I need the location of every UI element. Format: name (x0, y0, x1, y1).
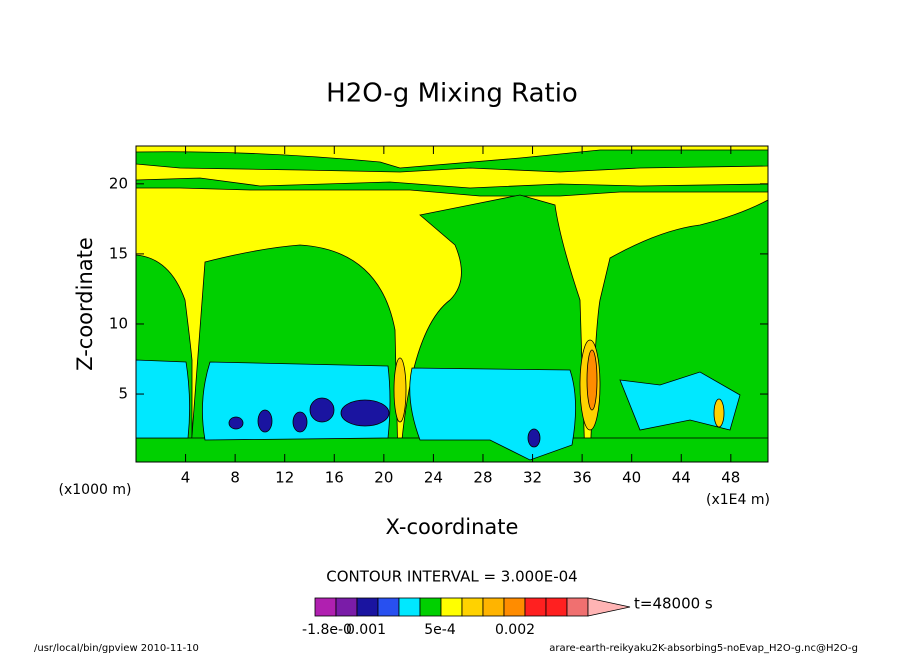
colorbar-swatch (419, 597, 442, 617)
colorbar-swatch (377, 597, 400, 617)
x-tick-label: 44 (672, 469, 691, 487)
x-tick-label: 4 (181, 469, 191, 487)
x-tick-label: 20 (374, 469, 393, 487)
x-unit-right: (x1E4 m) (706, 492, 770, 508)
colorbar-swatch (503, 597, 526, 617)
time-label: t=48000 s (634, 595, 713, 613)
x-tick-label: 32 (523, 469, 542, 487)
colorbar-label: 5e-4 (424, 622, 456, 638)
y-tick-label: 15 (109, 244, 128, 262)
colorbar-swatch (356, 597, 379, 617)
footer-left: /usr/local/bin/gpview 2010-11-10 (34, 643, 199, 654)
colorbar-swatch (440, 597, 463, 617)
colorbar-swatch (524, 597, 547, 617)
colorbar-swatch (566, 597, 589, 617)
chart-title: H2O-g Mixing Ratio (326, 79, 578, 109)
y-tick-label: 5 (118, 385, 128, 403)
colorbar-label: -1.8e-0 (302, 622, 352, 638)
x-tick-label: 40 (622, 469, 641, 487)
colorbar-swatch (314, 597, 337, 617)
x-tick-label: 8 (230, 469, 240, 487)
x-tick-label: 24 (424, 469, 443, 487)
x-tick-label: 48 (721, 469, 740, 487)
y-tick-label: 20 (109, 174, 128, 192)
contour-interval: CONTOUR INTERVAL = 3.000E-04 (326, 568, 577, 586)
colorbar-swatch (482, 597, 505, 617)
colorbar-label: 0.002 (495, 622, 535, 638)
x-axis-label: X-coordinate (386, 515, 519, 539)
x-tick-label: 28 (473, 469, 492, 487)
colorbar-label: 0.001 (346, 622, 386, 638)
y-axis-label: Z-coordinate (73, 237, 97, 371)
colorbar-swatch (545, 597, 568, 617)
colorbar-tip (587, 597, 631, 617)
y-tick-label: 10 (109, 314, 128, 332)
colorbar-swatch (461, 597, 484, 617)
colorbar-swatch (398, 597, 421, 617)
x-tick-label: 16 (325, 469, 344, 487)
x-unit-left: (x1000 m) (59, 482, 132, 498)
colorbar-swatch (335, 597, 358, 617)
x-tick-label: 36 (573, 469, 592, 487)
contour-field (135, 145, 769, 463)
footer-right: arare-earth-reikyaku2K-absorbing5-noEvap… (549, 643, 858, 654)
x-tick-label: 12 (275, 469, 294, 487)
